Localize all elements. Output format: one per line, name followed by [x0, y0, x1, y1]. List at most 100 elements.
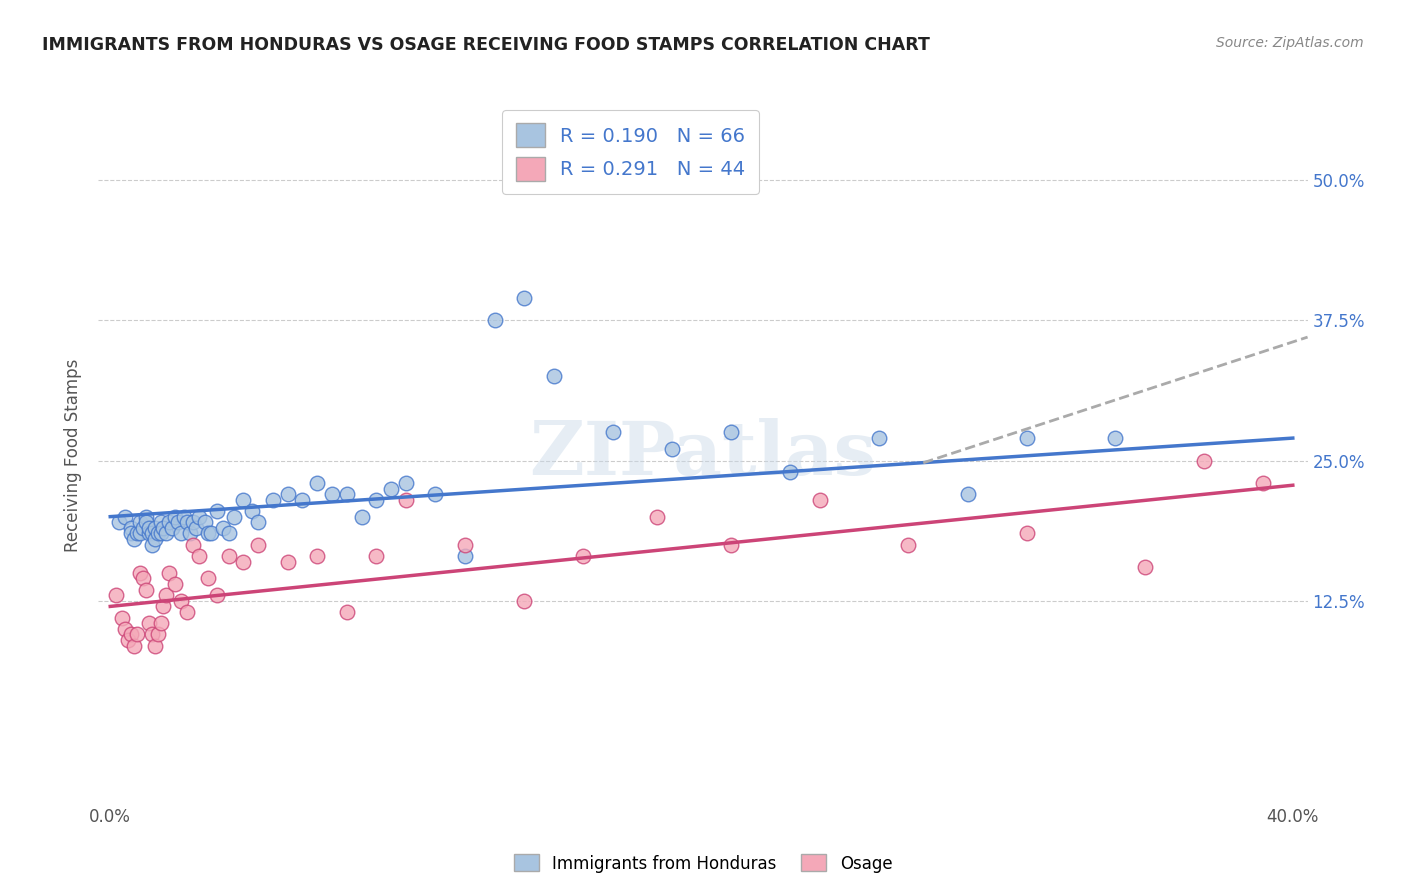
Point: [181, 515, 204, 529]
Text: IMMIGRANTS FROM HONDURAS VS OSAGE RECEIVING FOOD STAMPS CORRELATION CHART: IMMIGRANTS FROM HONDURAS VS OSAGE RECEIV…: [42, 36, 929, 54]
Point: [114, 509, 136, 524]
Point: [128, 526, 150, 541]
Point: [395, 475, 418, 490]
Point: [484, 313, 506, 327]
Point: [149, 526, 172, 541]
Point: [165, 509, 187, 524]
Point: [897, 538, 920, 552]
Point: [170, 594, 193, 608]
Point: [218, 549, 240, 563]
Point: [205, 588, 228, 602]
Point: [454, 549, 477, 563]
Point: [194, 515, 217, 529]
Point: [132, 571, 155, 585]
Point: [120, 627, 142, 641]
Point: [135, 515, 157, 529]
Legend: R = 0.190   N = 66, R = 0.291   N = 44: R = 0.190 N = 66, R = 0.291 N = 44: [502, 110, 759, 194]
Point: [1192, 453, 1215, 467]
Point: [155, 526, 177, 541]
Point: [187, 549, 209, 563]
Point: [720, 538, 742, 552]
Point: [395, 492, 418, 507]
Point: [138, 526, 160, 541]
Point: [138, 521, 160, 535]
Point: [602, 425, 624, 440]
Point: [176, 605, 198, 619]
Point: [808, 492, 831, 507]
Point: [779, 465, 801, 479]
Point: [187, 509, 209, 524]
Point: [513, 594, 536, 608]
Point: [135, 509, 157, 524]
Text: ZIPatlas: ZIPatlas: [530, 418, 876, 491]
Point: [197, 571, 219, 585]
Point: [149, 616, 172, 631]
Point: [307, 475, 329, 490]
Point: [205, 504, 228, 518]
Point: [132, 521, 155, 535]
Point: [155, 588, 177, 602]
Point: [1133, 560, 1156, 574]
Point: [1015, 431, 1038, 445]
Point: [111, 610, 134, 624]
Point: [170, 526, 193, 541]
Point: [380, 482, 402, 496]
Point: [543, 369, 565, 384]
Point: [165, 577, 187, 591]
Point: [232, 555, 254, 569]
Point: [122, 639, 145, 653]
Point: [135, 582, 157, 597]
Point: [167, 515, 190, 529]
Point: [277, 487, 299, 501]
Point: [143, 521, 166, 535]
Point: [366, 492, 388, 507]
Point: [179, 526, 201, 541]
Point: [128, 566, 150, 580]
Point: [336, 487, 359, 501]
Point: [152, 599, 174, 614]
Point: [197, 526, 219, 541]
Point: [218, 526, 240, 541]
Point: [720, 425, 742, 440]
Point: [120, 526, 142, 541]
Point: [321, 487, 343, 501]
Point: [224, 509, 246, 524]
Point: [184, 521, 207, 535]
Point: [157, 566, 180, 580]
Point: [454, 538, 477, 552]
Text: Source: ZipAtlas.com: Source: ZipAtlas.com: [1216, 36, 1364, 50]
Point: [176, 515, 198, 529]
Point: [141, 627, 163, 641]
Point: [105, 588, 128, 602]
Point: [211, 521, 233, 535]
Point: [162, 521, 184, 535]
Y-axis label: Receiving Food Stamps: Receiving Food Stamps: [65, 359, 83, 551]
Point: [247, 515, 270, 529]
Point: [149, 515, 172, 529]
Point: [232, 492, 254, 507]
Point: [120, 521, 142, 535]
Point: [336, 605, 359, 619]
Point: [143, 639, 166, 653]
Point: [1251, 475, 1274, 490]
Point: [117, 633, 139, 648]
Point: [366, 549, 388, 563]
Point: [1104, 431, 1126, 445]
Point: [277, 555, 299, 569]
Point: [262, 492, 284, 507]
Point: [128, 515, 150, 529]
Point: [350, 509, 373, 524]
Point: [114, 622, 136, 636]
Point: [513, 291, 536, 305]
Point: [200, 526, 222, 541]
Point: [181, 538, 204, 552]
Point: [122, 532, 145, 546]
Point: [240, 504, 263, 518]
Point: [146, 627, 169, 641]
Point: [125, 627, 148, 641]
Point: [307, 549, 329, 563]
Point: [108, 515, 131, 529]
Point: [138, 616, 160, 631]
Point: [141, 526, 163, 541]
Point: [425, 487, 447, 501]
